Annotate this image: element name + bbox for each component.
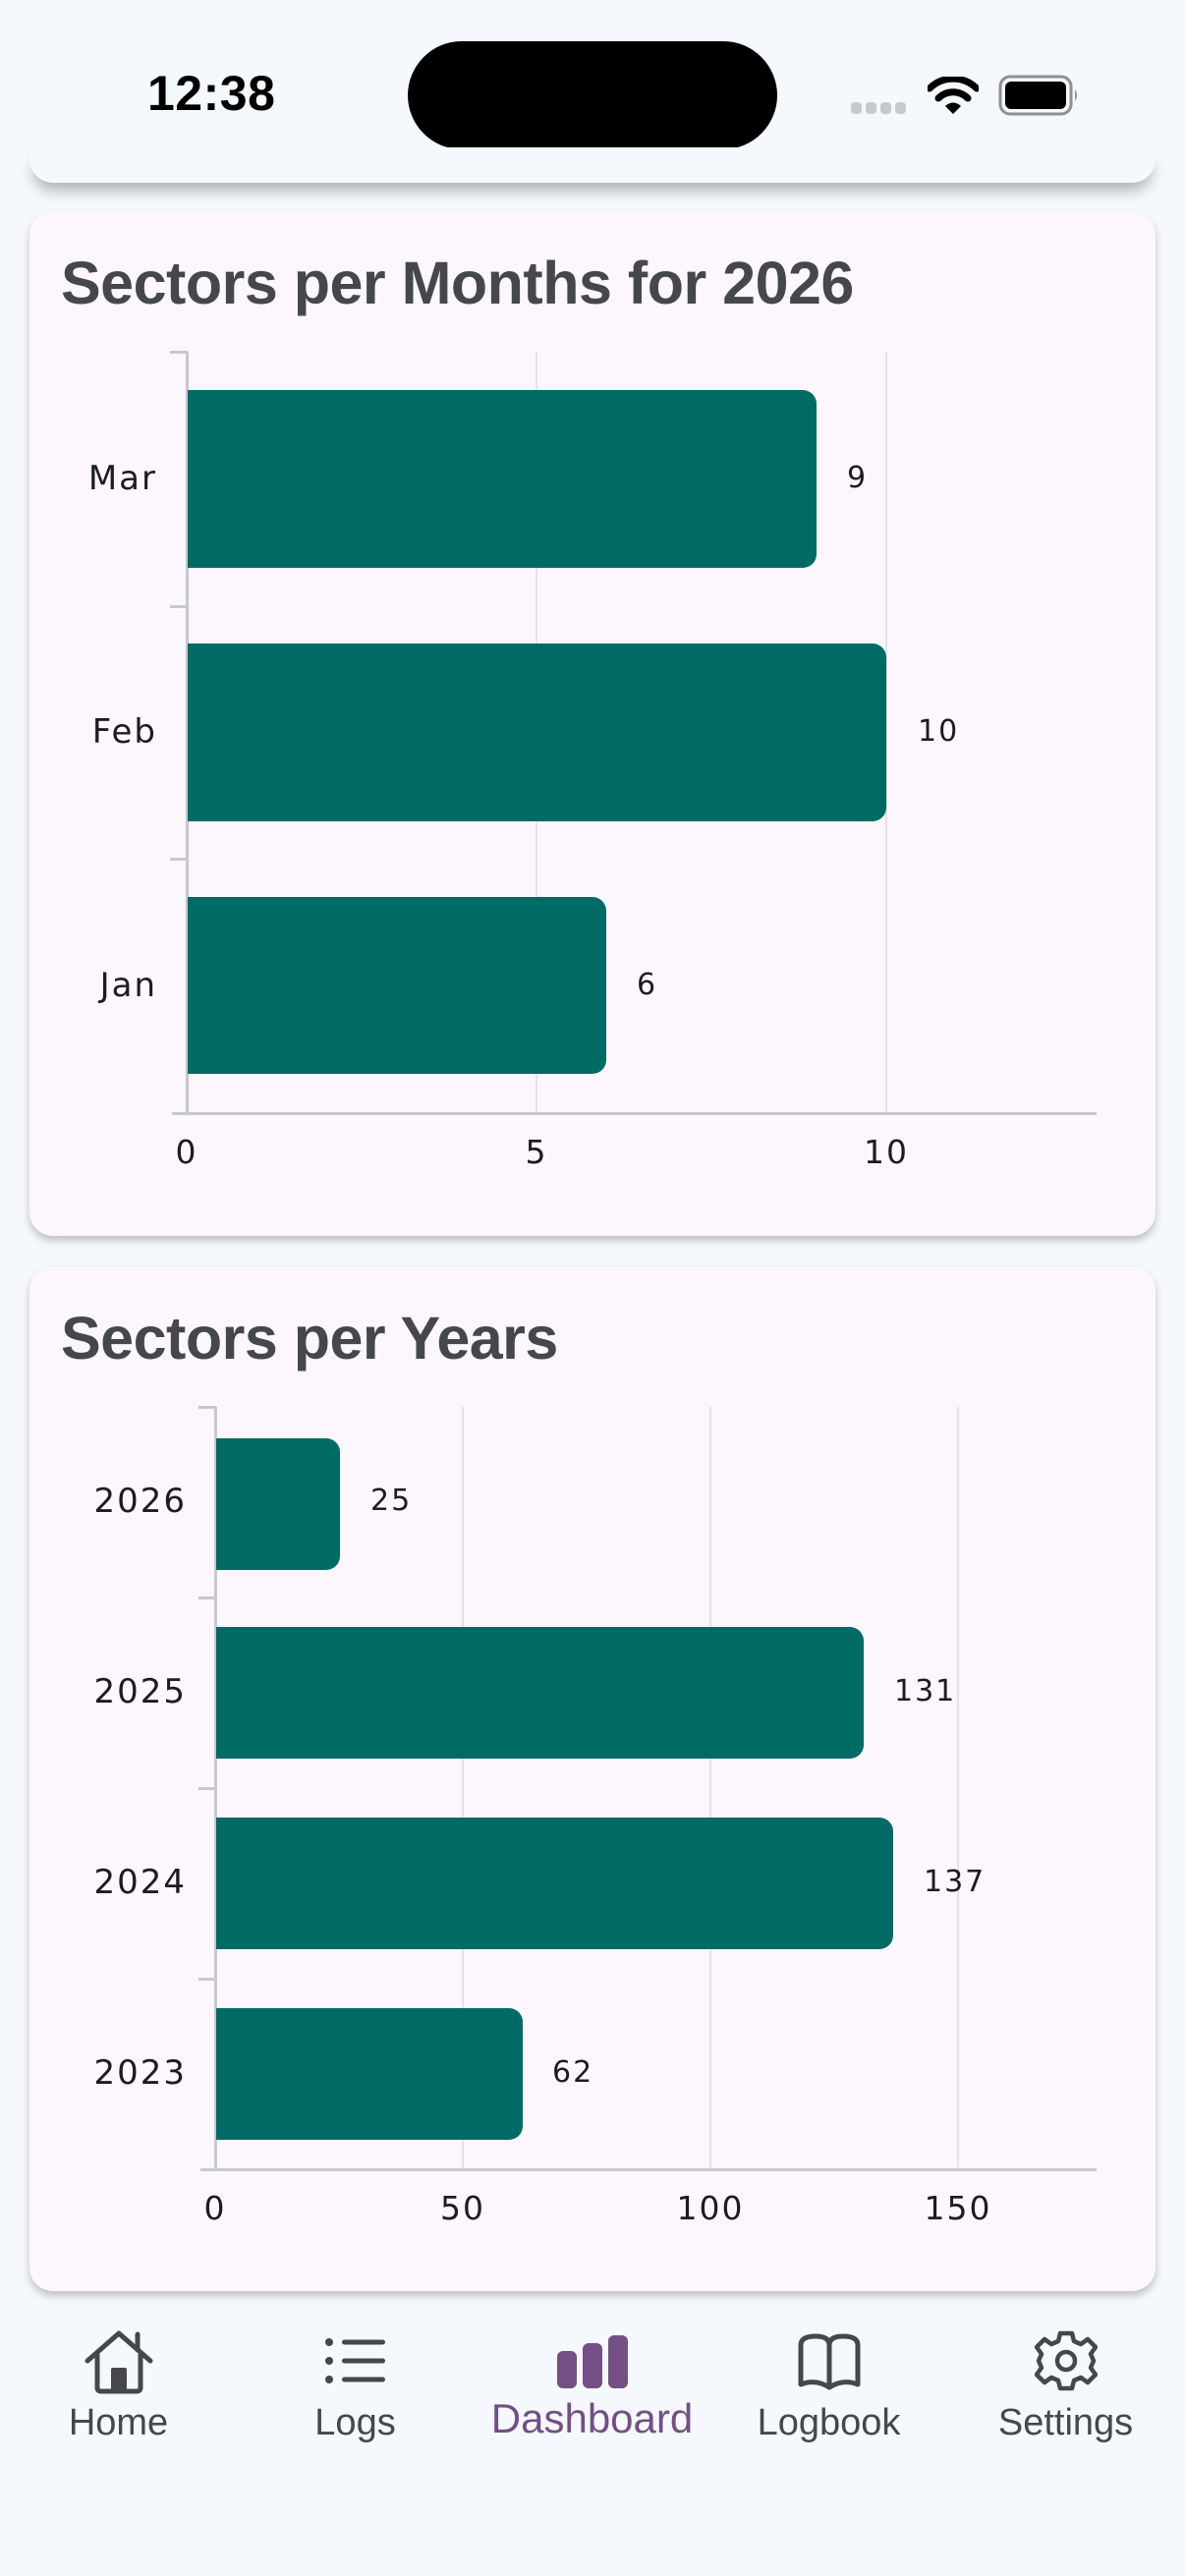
- category-label: 2025: [93, 1672, 187, 1711]
- value-label: 131: [894, 1674, 957, 1708]
- value-label: 9: [847, 461, 869, 495]
- value-label: 25: [370, 1484, 413, 1518]
- nav-item-logs[interactable]: Logs: [237, 2304, 474, 2461]
- x-tick-label: 0: [175, 1133, 198, 1171]
- bar-feb[interactable]: [188, 644, 886, 821]
- bar-2024[interactable]: [216, 1818, 893, 1949]
- y-axis: [186, 352, 189, 1114]
- chart-card-years: Sectors per Years: [29, 1266, 1156, 2291]
- nav-item-settings[interactable]: Settings: [947, 2304, 1184, 2461]
- dynamic-island: [408, 41, 777, 149]
- value-label: 137: [924, 1865, 987, 1899]
- bar-mar[interactable]: [188, 390, 817, 568]
- gridline: [957, 1407, 959, 2169]
- y-tick: [198, 1406, 216, 1409]
- bar-2026[interactable]: [216, 1438, 340, 1570]
- category-label: Jan: [99, 966, 157, 1005]
- value-label: 6: [637, 968, 658, 1002]
- x-tick-label: 100: [676, 2189, 745, 2227]
- x-tick-label: 150: [924, 2189, 992, 2227]
- chart-title: Sectors per Months for 2026: [61, 250, 854, 316]
- category-label: Feb: [91, 712, 157, 752]
- bar-2023[interactable]: [216, 2008, 523, 2140]
- gear-icon: [1034, 2330, 1098, 2391]
- bar-jan[interactable]: [188, 897, 606, 1074]
- gridline: [885, 352, 887, 1113]
- category-label: 2024: [93, 1863, 187, 1902]
- y-tick: [170, 605, 188, 608]
- nav-label: Dashboard: [490, 2395, 694, 2441]
- wifi-icon: [928, 77, 979, 114]
- nav-label: Settings: [997, 2402, 1134, 2443]
- bar-2025[interactable]: [216, 1627, 864, 1759]
- category-label: 2023: [93, 2053, 187, 2093]
- nav-label: Home: [68, 2402, 169, 2443]
- y-tick: [170, 858, 188, 861]
- x-tick-label: 0: [203, 2189, 227, 2227]
- value-label: 10: [918, 714, 960, 749]
- battery-icon: [998, 75, 1077, 116]
- status-time: 12:38: [147, 66, 276, 121]
- y-tick: [198, 1978, 216, 1981]
- list-icon: [324, 2338, 385, 2383]
- previous-card-edge: [29, 147, 1156, 183]
- category-label: Mar: [87, 459, 157, 498]
- bottom-nav: Home Logs Dashboard Logbook Settings: [0, 2304, 1185, 2576]
- y-tick: [170, 351, 188, 354]
- home-icon: [85, 2330, 152, 2394]
- x-axis: [200, 2168, 1097, 2171]
- gridline: [462, 1407, 464, 2169]
- nav-item-home[interactable]: Home: [0, 2304, 237, 2461]
- y-tick: [198, 1787, 216, 1790]
- bar-chart-icon: [556, 2335, 628, 2388]
- x-tick-label: 50: [440, 2189, 485, 2227]
- x-tick-label: 5: [525, 1133, 548, 1171]
- gridline: [709, 1407, 711, 2169]
- category-label: 2026: [93, 1482, 187, 1521]
- x-tick-label: 10: [864, 1133, 909, 1171]
- nav-item-logbook[interactable]: Logbook: [710, 2304, 947, 2461]
- book-icon: [798, 2333, 860, 2390]
- nav-label: Logs: [314, 2402, 396, 2443]
- value-label: 62: [552, 2055, 594, 2090]
- nav-label: Logbook: [757, 2402, 901, 2443]
- chart-title: Sectors per Years: [61, 1305, 558, 1372]
- y-tick: [198, 1596, 216, 1599]
- nav-item-dashboard[interactable]: Dashboard: [474, 2304, 710, 2461]
- x-axis: [172, 1112, 1097, 1115]
